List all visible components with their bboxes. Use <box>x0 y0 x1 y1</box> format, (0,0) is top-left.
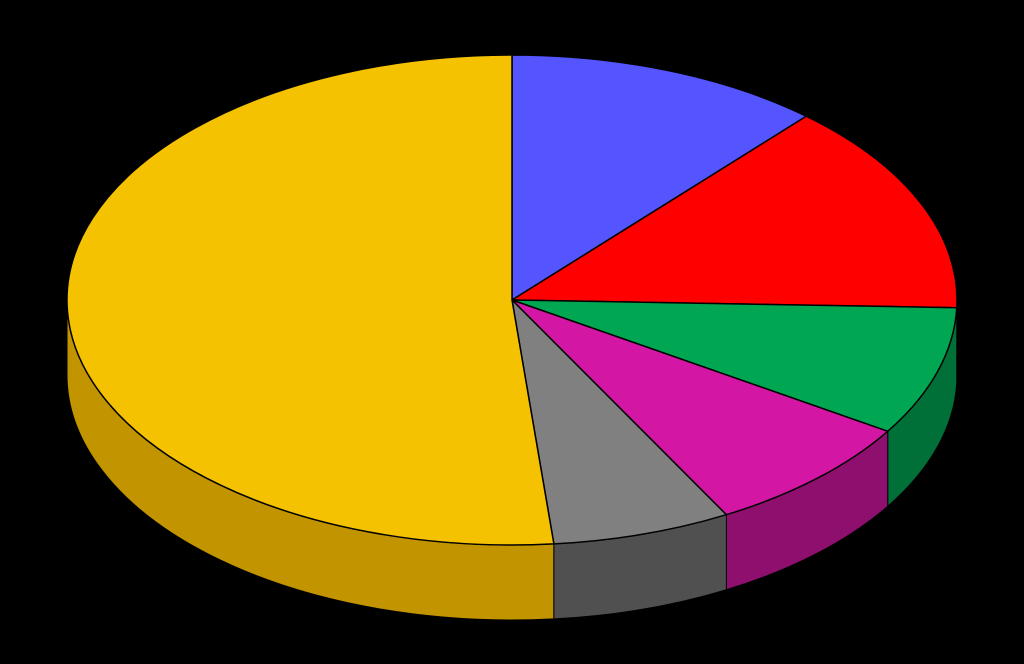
pie-chart-3d <box>0 0 1024 664</box>
